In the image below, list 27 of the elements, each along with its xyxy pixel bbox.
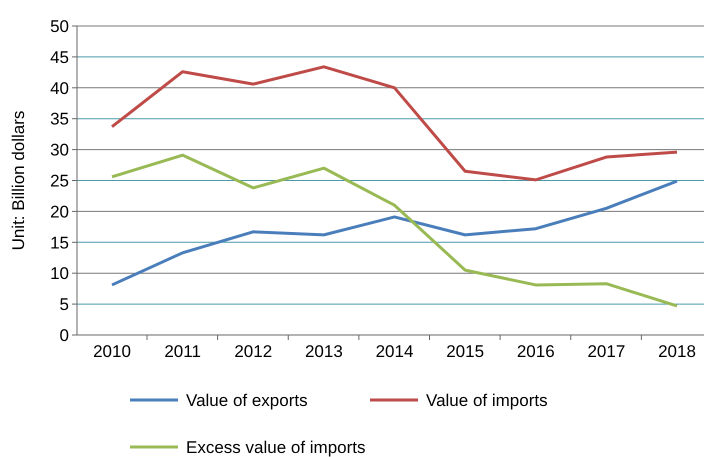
line-series (110, 65, 678, 182)
y-tick-label: 0 (60, 326, 69, 345)
y-tick-label: 40 (50, 78, 69, 98)
line-series (110, 180, 678, 286)
y-tick-label: 50 (50, 16, 69, 36)
x-tick-label: 2012 (234, 342, 272, 361)
x-tick-label: 2015 (446, 342, 484, 361)
y-tick-label: 45 (50, 48, 69, 67)
y-tick-label: 15 (50, 233, 69, 252)
y-tick-label: 30 (50, 140, 69, 160)
legend-label: Excess value of imports (186, 438, 366, 457)
y-tick-label: 25 (50, 171, 69, 190)
x-tick-label: 2010 (93, 342, 131, 361)
y-tick-label: 5 (60, 295, 69, 314)
legend-label: Value of exports (186, 390, 308, 410)
x-tick-label: 2016 (516, 342, 555, 361)
legend-label: Value of imports (426, 390, 548, 410)
y-tick-label: 20 (50, 202, 69, 222)
x-tick-label: 2014 (376, 342, 414, 361)
y-tick-label: 10 (50, 264, 69, 284)
x-tick-label: 2017 (587, 342, 626, 361)
x-tick-label: 2018 (658, 342, 696, 361)
y-axis-title: Unit: Billion dollars (9, 110, 28, 250)
x-tick-label: 2011 (164, 342, 201, 361)
x-tick-label: 2013 (304, 342, 343, 361)
line-series (110, 154, 678, 308)
y-tick-label: 35 (50, 110, 69, 129)
